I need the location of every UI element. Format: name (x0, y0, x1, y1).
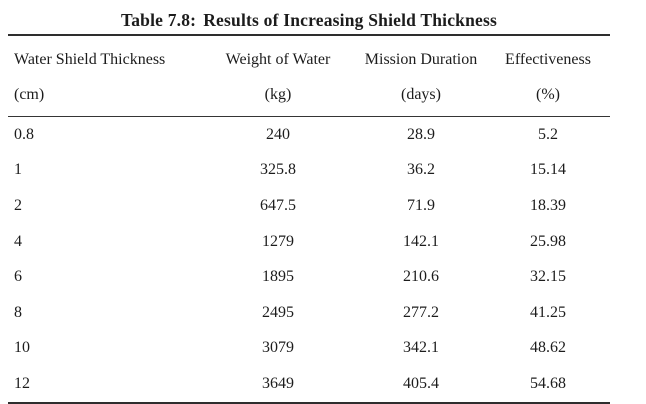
table-row: 10 3079 342.1 48.62 (8, 331, 610, 367)
cell-duration: 28.9 (407, 125, 435, 143)
cell-effectiveness: 18.39 (530, 196, 566, 214)
cell-weight: 3079 (262, 339, 294, 357)
cell-thickness: 0.8 (14, 125, 34, 143)
cell-thickness: 8 (14, 303, 22, 321)
cell-weight: 240 (266, 125, 290, 143)
table-caption-label: Table 7.8: (120, 10, 197, 30)
table-header: Water Shield Thickness Weight of Water M… (8, 35, 610, 117)
table-row: 2 647.5 71.9 18.39 (8, 188, 610, 224)
cell-effectiveness: 32.15 (530, 268, 566, 286)
column-header-weight-of-water: Weight of Water (225, 51, 331, 68)
cell-duration: 277.2 (403, 303, 439, 321)
cell-duration: 405.4 (403, 374, 439, 392)
column-unit-percent: (%) (486, 80, 610, 117)
cell-duration: 36.2 (407, 161, 435, 179)
table-row: 6 1895 210.6 32.15 (8, 259, 610, 295)
cell-thickness: 1 (14, 161, 22, 179)
cell-effectiveness: 54.68 (530, 374, 566, 392)
column-unit-kg: (kg) (200, 80, 356, 117)
cell-weight: 2495 (262, 303, 294, 321)
cell-effectiveness: 48.62 (530, 339, 566, 357)
table-caption-text: Results of Increasing Shield Thickness (203, 10, 498, 30)
table-row: 8 2495 277.2 41.25 (8, 295, 610, 331)
results-table: Water Shield Thickness Weight of Water M… (8, 34, 610, 404)
cell-thickness: 12 (14, 374, 30, 392)
cell-thickness: 6 (14, 268, 22, 286)
header-names-row: Water Shield Thickness Weight of Water M… (8, 35, 610, 80)
cell-weight: 1895 (262, 268, 294, 286)
table-row: 0.8 240 28.9 5.2 (8, 117, 610, 153)
table-body: 0.8 240 28.9 5.2 1 325.8 36.2 15.14 2 64… (8, 117, 610, 403)
cell-weight: 3649 (262, 374, 294, 392)
cell-weight: 647.5 (260, 196, 296, 214)
cell-effectiveness: 41.25 (530, 303, 566, 321)
cell-duration: 71.9 (407, 196, 435, 214)
cell-thickness: 4 (14, 232, 22, 250)
column-header-effectiveness: Effectiveness (505, 51, 591, 68)
cell-weight: 1279 (262, 232, 294, 250)
column-header-water-shield-thickness: Water Shield Thickness (14, 51, 166, 68)
cell-effectiveness: 15.14 (530, 161, 566, 179)
table-row: 12 3649 405.4 54.68 (8, 366, 610, 403)
cell-weight: 325.8 (260, 161, 296, 179)
cell-duration: 142.1 (403, 232, 439, 250)
cell-effectiveness: 5.2 (538, 125, 558, 143)
column-header-mission-duration: Mission Duration (364, 51, 478, 68)
table-row: 1 325.8 36.2 15.14 (8, 153, 610, 189)
column-unit-days: (days) (356, 80, 486, 117)
results-table-container: Table 7.8: Results of Increasing Shield T… (8, 0, 610, 404)
cell-thickness: 2 (14, 196, 22, 214)
table-caption: Table 7.8: Results of Increasing Shield T… (8, 0, 610, 34)
cell-duration: 210.6 (403, 268, 439, 286)
cell-effectiveness: 25.98 (530, 232, 566, 250)
column-unit-cm: (cm) (8, 80, 200, 117)
header-units-row: (cm) (kg) (days) (%) (8, 80, 610, 117)
table-row: 4 1279 142.1 25.98 (8, 224, 610, 260)
cell-duration: 342.1 (403, 339, 439, 357)
cell-thickness: 10 (14, 339, 30, 357)
